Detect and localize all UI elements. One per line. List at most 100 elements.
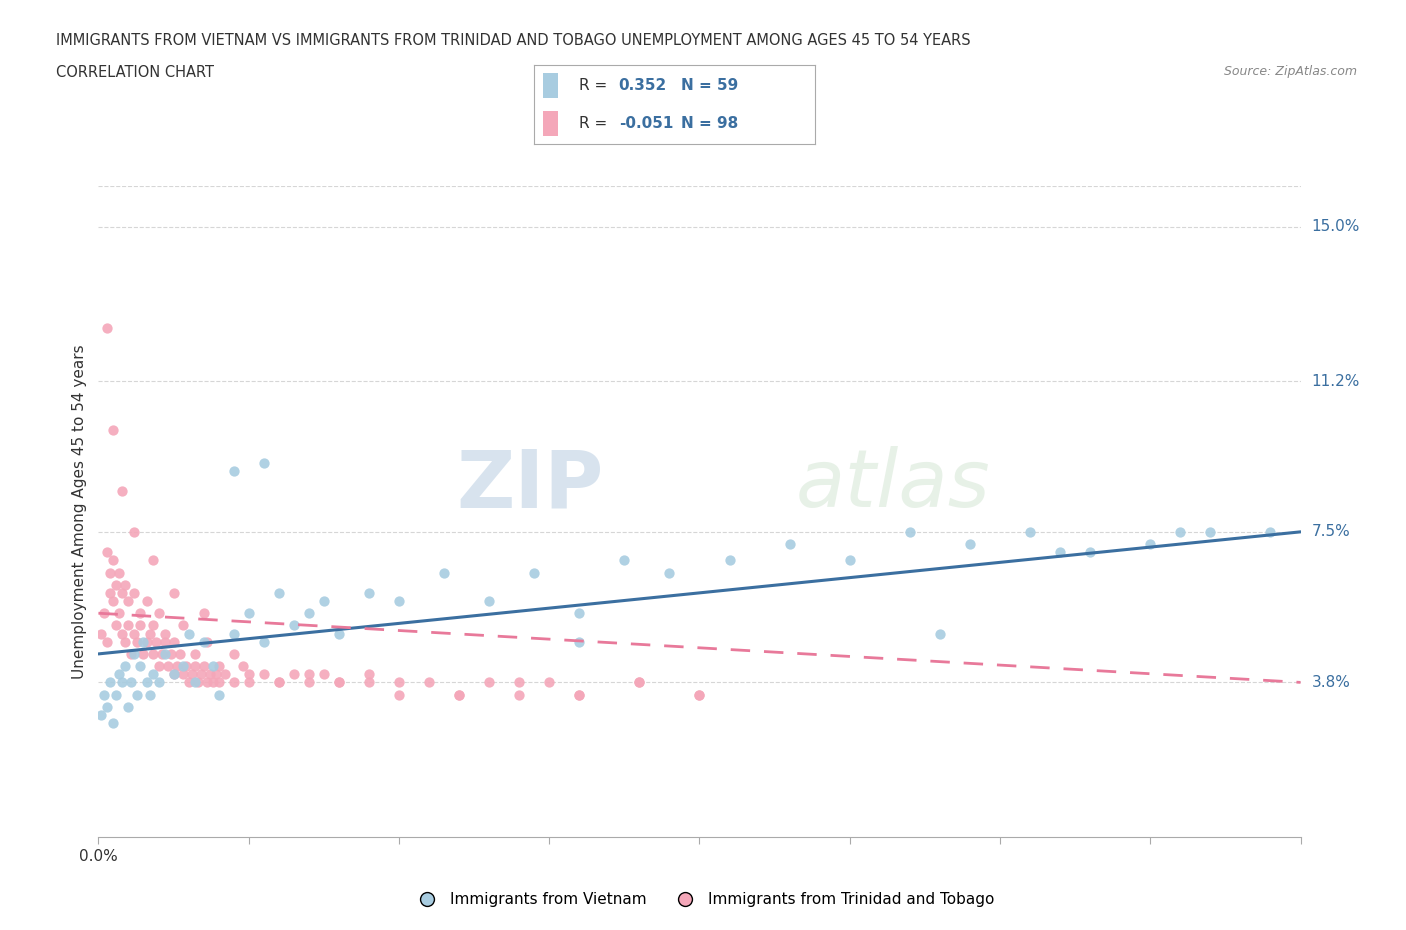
Point: [267, 586, 290, 601]
Point: [141, 667, 163, 682]
Text: CORRELATION CHART: CORRELATION CHART: [56, 65, 214, 80]
Point: [124, 646, 146, 661]
Point: [523, 565, 546, 580]
Point: [838, 552, 860, 567]
Point: [447, 687, 470, 702]
Point: [103, 423, 125, 438]
Point: [478, 675, 501, 690]
Point: [172, 658, 194, 673]
Point: [1260, 525, 1282, 539]
Point: [328, 626, 350, 641]
Point: [153, 646, 176, 661]
Text: N = 98: N = 98: [681, 116, 738, 131]
Point: [1078, 545, 1101, 560]
Point: [117, 699, 139, 714]
Point: [172, 667, 194, 682]
Point: [222, 463, 245, 478]
Point: [117, 618, 139, 633]
Point: [538, 675, 561, 690]
Point: [156, 658, 179, 673]
Point: [90, 708, 112, 723]
Point: [108, 667, 131, 682]
Point: [779, 537, 801, 551]
Point: [312, 667, 335, 682]
Point: [628, 675, 651, 690]
Point: [232, 658, 254, 673]
Text: Source: ZipAtlas.com: Source: ZipAtlas.com: [1223, 65, 1357, 78]
Text: 15.0%: 15.0%: [1312, 219, 1360, 234]
Point: [508, 687, 530, 702]
Point: [1170, 525, 1192, 539]
Point: [568, 687, 591, 702]
Point: [718, 552, 741, 567]
Point: [898, 525, 921, 539]
Point: [238, 667, 260, 682]
Point: [253, 667, 276, 682]
Point: [129, 605, 152, 620]
Point: [174, 658, 197, 673]
Point: [172, 618, 194, 633]
Point: [150, 646, 173, 661]
Point: [100, 675, 122, 690]
Point: [138, 626, 160, 641]
Point: [1019, 525, 1042, 539]
Point: [124, 586, 146, 601]
Point: [141, 618, 163, 633]
Point: [201, 675, 224, 690]
Point: [208, 687, 231, 702]
Point: [183, 658, 205, 673]
Point: [298, 675, 321, 690]
Point: [159, 646, 181, 661]
Point: [114, 658, 136, 673]
Point: [105, 578, 128, 592]
Point: [162, 667, 184, 682]
Point: [214, 667, 236, 682]
Point: [180, 667, 202, 682]
Point: [190, 667, 212, 682]
Point: [283, 618, 305, 633]
Point: [135, 634, 157, 649]
Point: [111, 586, 134, 601]
Point: [267, 675, 290, 690]
Point: [447, 687, 470, 702]
Point: [222, 626, 245, 641]
Point: [193, 634, 215, 649]
Point: [1139, 537, 1161, 551]
Point: [253, 456, 276, 471]
Point: [433, 565, 456, 580]
Point: [195, 634, 218, 649]
Point: [418, 675, 440, 690]
Text: 0.352: 0.352: [619, 78, 666, 93]
Point: [162, 634, 184, 649]
Point: [1049, 545, 1071, 560]
Point: [238, 605, 260, 620]
Point: [568, 605, 591, 620]
Point: [114, 634, 136, 649]
Point: [298, 605, 321, 620]
Point: [111, 626, 134, 641]
Point: [568, 687, 591, 702]
Point: [688, 687, 710, 702]
Legend: Immigrants from Vietnam, Immigrants from Trinidad and Tobago: Immigrants from Vietnam, Immigrants from…: [406, 886, 1000, 913]
Point: [238, 675, 260, 690]
Point: [145, 634, 167, 649]
Point: [153, 634, 176, 649]
Point: [198, 667, 221, 682]
Point: [253, 634, 276, 649]
Point: [568, 634, 591, 649]
Point: [193, 658, 215, 673]
Point: [1199, 525, 1222, 539]
Point: [105, 687, 128, 702]
Point: [312, 593, 335, 608]
Point: [177, 626, 200, 641]
Point: [208, 658, 231, 673]
Point: [328, 675, 350, 690]
Point: [114, 578, 136, 592]
Point: [132, 634, 155, 649]
Point: [100, 586, 122, 601]
Point: [628, 675, 651, 690]
Point: [613, 552, 636, 567]
Point: [93, 605, 115, 620]
Point: [148, 658, 170, 673]
Point: [508, 675, 530, 690]
